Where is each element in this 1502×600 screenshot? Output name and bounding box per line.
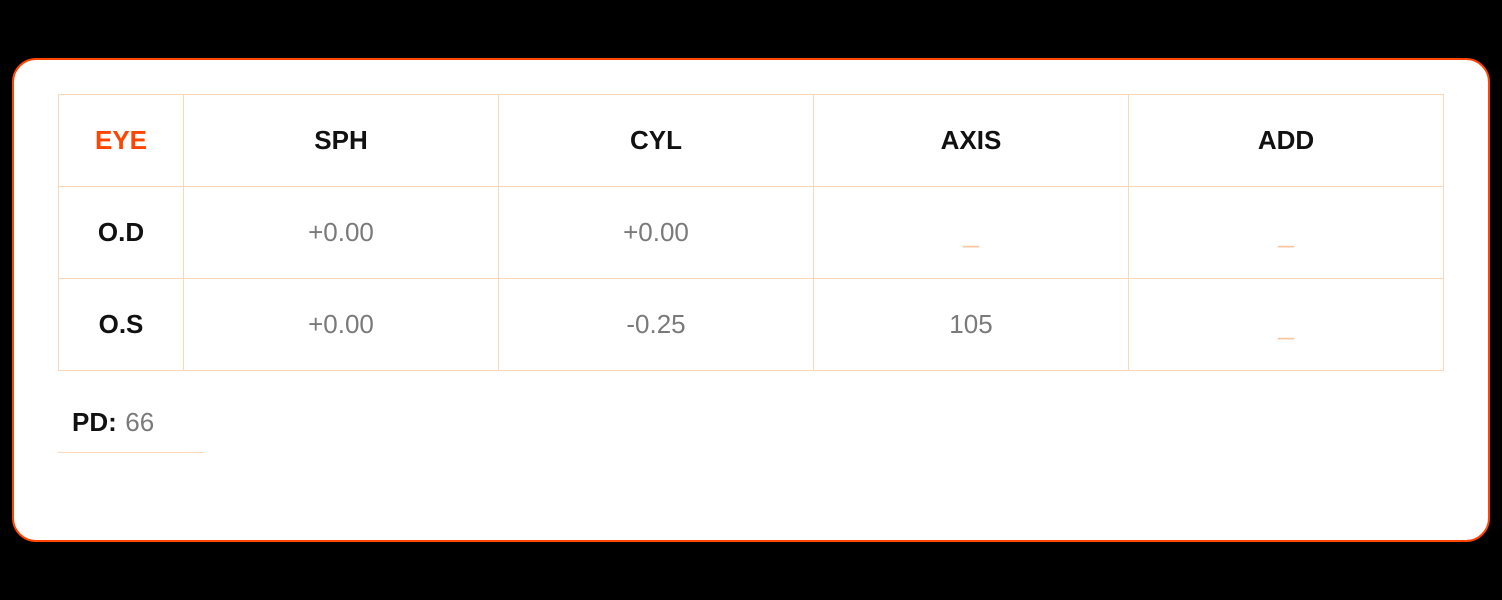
os-add-value: _	[1129, 279, 1444, 371]
pd-value: 66	[125, 407, 154, 437]
header-add: ADD	[1129, 95, 1444, 187]
header-eye: EYE	[59, 95, 184, 187]
table-header-row: EYE SPH CYL AXIS ADD	[59, 95, 1444, 187]
header-axis: AXIS	[814, 95, 1129, 187]
row-label-os: O.S	[59, 279, 184, 371]
table-row: O.D +0.00 +0.00 _ _	[59, 187, 1444, 279]
od-cyl-value: +0.00	[499, 187, 814, 279]
od-axis-value: _	[814, 187, 1129, 279]
pd-container: PD: 66	[58, 407, 204, 453]
os-cyl-value: -0.25	[499, 279, 814, 371]
table-row: O.S +0.00 -0.25 105 _	[59, 279, 1444, 371]
prescription-card: EYE SPH CYL AXIS ADD O.D +0.00 +0.00 _ _…	[12, 58, 1490, 542]
header-sph: SPH	[184, 95, 499, 187]
od-add-value: _	[1129, 187, 1444, 279]
prescription-table: EYE SPH CYL AXIS ADD O.D +0.00 +0.00 _ _…	[58, 94, 1444, 371]
header-cyl: CYL	[499, 95, 814, 187]
os-sph-value: +0.00	[184, 279, 499, 371]
pd-label: PD:	[72, 407, 117, 437]
row-label-od: O.D	[59, 187, 184, 279]
os-axis-value: 105	[814, 279, 1129, 371]
od-sph-value: +0.00	[184, 187, 499, 279]
